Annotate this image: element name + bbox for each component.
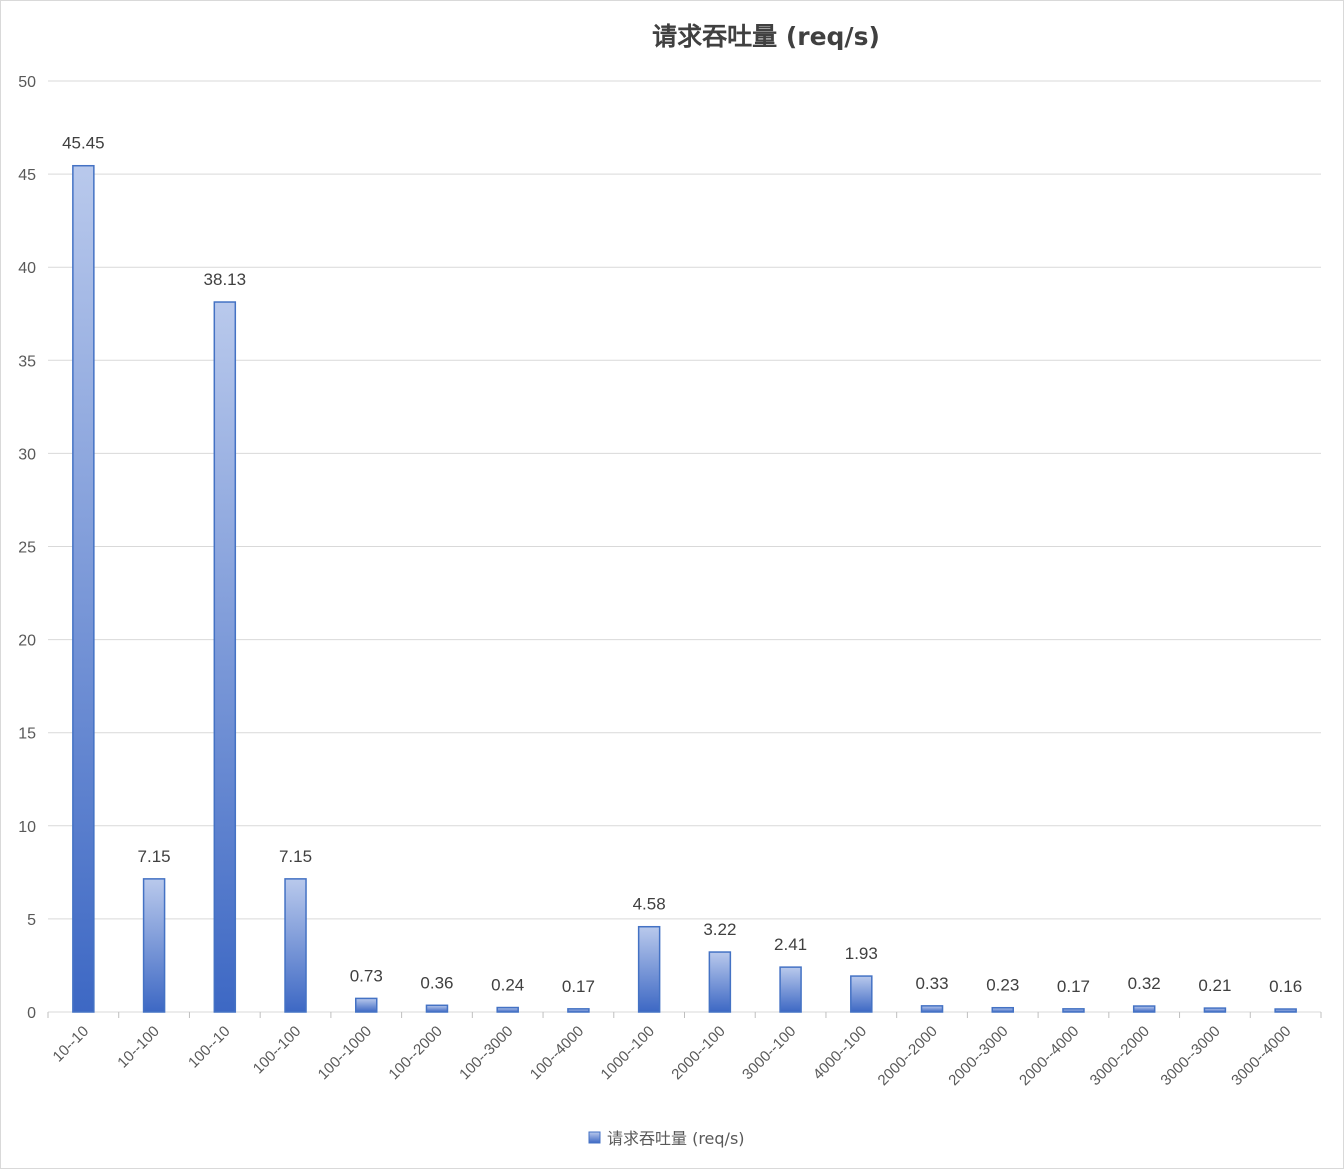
x-tick-label: 10--10 xyxy=(50,1023,93,1066)
x-tick-label: 2000--100 xyxy=(668,1023,728,1083)
y-tick-label: 0 xyxy=(27,1005,36,1022)
x-tick-label: 2000--3000 xyxy=(945,1023,1011,1089)
y-tick-label: 5 xyxy=(27,912,36,929)
x-tick-label: 100--2000 xyxy=(385,1023,445,1083)
bar xyxy=(920,1005,944,1013)
y-tick-label: 40 xyxy=(18,260,36,277)
bar xyxy=(425,1004,449,1013)
data-label: 0.16 xyxy=(1269,977,1302,996)
data-label: 3.22 xyxy=(703,920,736,939)
legend-label: 请求吞吐量 (req/s) xyxy=(607,1129,745,1148)
x-tick-label: 3000--3000 xyxy=(1157,1023,1223,1089)
y-tick-label: 45 xyxy=(18,167,36,184)
bar xyxy=(72,164,95,1013)
y-axis-ticks: 0 5 10 15 20 25 30 35 40 45 50 xyxy=(18,74,36,1022)
data-label: 38.13 xyxy=(204,270,247,289)
bar xyxy=(567,1008,590,1013)
data-label: 0.17 xyxy=(1057,977,1090,996)
data-label: 0.73 xyxy=(350,966,383,985)
x-tick-label: 2000--4000 xyxy=(1016,1023,1082,1089)
data-label: 2.41 xyxy=(774,935,807,954)
data-label: 0.21 xyxy=(1198,976,1231,995)
data-label: 7.15 xyxy=(279,847,312,866)
bar xyxy=(1132,1005,1156,1013)
x-tick-label: 100--1000 xyxy=(315,1023,375,1083)
y-tick-label: 20 xyxy=(18,633,36,650)
y-tick-label: 25 xyxy=(18,540,36,557)
x-tick-label: 10--100 xyxy=(114,1023,163,1072)
data-label: 1.93 xyxy=(845,944,878,963)
legend-swatch xyxy=(588,1131,601,1144)
x-axis-ticks: 10--10 10--100 100--10 100--100 100--1000 100… xyxy=(47,1012,1322,1089)
bar xyxy=(284,878,307,1013)
bar xyxy=(1274,1008,1297,1013)
bar xyxy=(850,975,873,1013)
data-label: 0.32 xyxy=(1128,974,1161,993)
y-tick-label: 10 xyxy=(18,819,36,836)
x-tick-label: 3000--100 xyxy=(739,1023,799,1083)
y-tick-label: 15 xyxy=(18,726,36,743)
bar xyxy=(708,951,732,1013)
x-tick-label: 4000--100 xyxy=(810,1023,870,1083)
y-tick-label: 50 xyxy=(18,74,36,91)
legend: 请求吞吐量 (req/s) xyxy=(588,1129,745,1148)
data-label: 7.15 xyxy=(138,847,171,866)
bar xyxy=(142,878,166,1013)
bars xyxy=(72,164,1297,1013)
bar xyxy=(637,925,661,1013)
data-label: 0.17 xyxy=(562,977,595,996)
data-label: 0.24 xyxy=(491,976,524,995)
bar xyxy=(779,966,802,1013)
y-tick-label: 30 xyxy=(18,446,36,463)
bar xyxy=(1203,1007,1227,1013)
x-tick-label: 100--100 xyxy=(250,1023,304,1077)
bar xyxy=(496,1006,519,1013)
bar xyxy=(355,997,378,1013)
bar xyxy=(1062,1008,1085,1013)
data-labels: 45.45 7.15 38.13 7.15 0.73 0.36 0.24 0.17 4.58 3.… xyxy=(62,134,1302,996)
data-label: 45.45 xyxy=(62,134,105,153)
x-tick-label: 3000--2000 xyxy=(1087,1023,1153,1089)
data-label: 0.33 xyxy=(915,974,948,993)
x-tick-label: 100--4000 xyxy=(527,1023,587,1083)
x-tick-label: 2000--2000 xyxy=(875,1023,941,1089)
bar xyxy=(991,1006,1014,1013)
x-tick-label: 1000--100 xyxy=(598,1023,658,1083)
x-tick-label: 100--3000 xyxy=(456,1023,516,1083)
data-label: 0.36 xyxy=(420,973,453,992)
bar xyxy=(213,301,237,1013)
data-label: 4.58 xyxy=(633,895,666,914)
x-tick-label: 100--10 xyxy=(185,1023,234,1072)
data-label: 0.23 xyxy=(986,976,1019,995)
chart-title: 请求吞吐量 (req/s) xyxy=(652,22,880,51)
x-tick-label: 3000--4000 xyxy=(1228,1023,1294,1089)
y-tick-label: 35 xyxy=(18,353,36,370)
gridlines xyxy=(48,80,1321,1013)
